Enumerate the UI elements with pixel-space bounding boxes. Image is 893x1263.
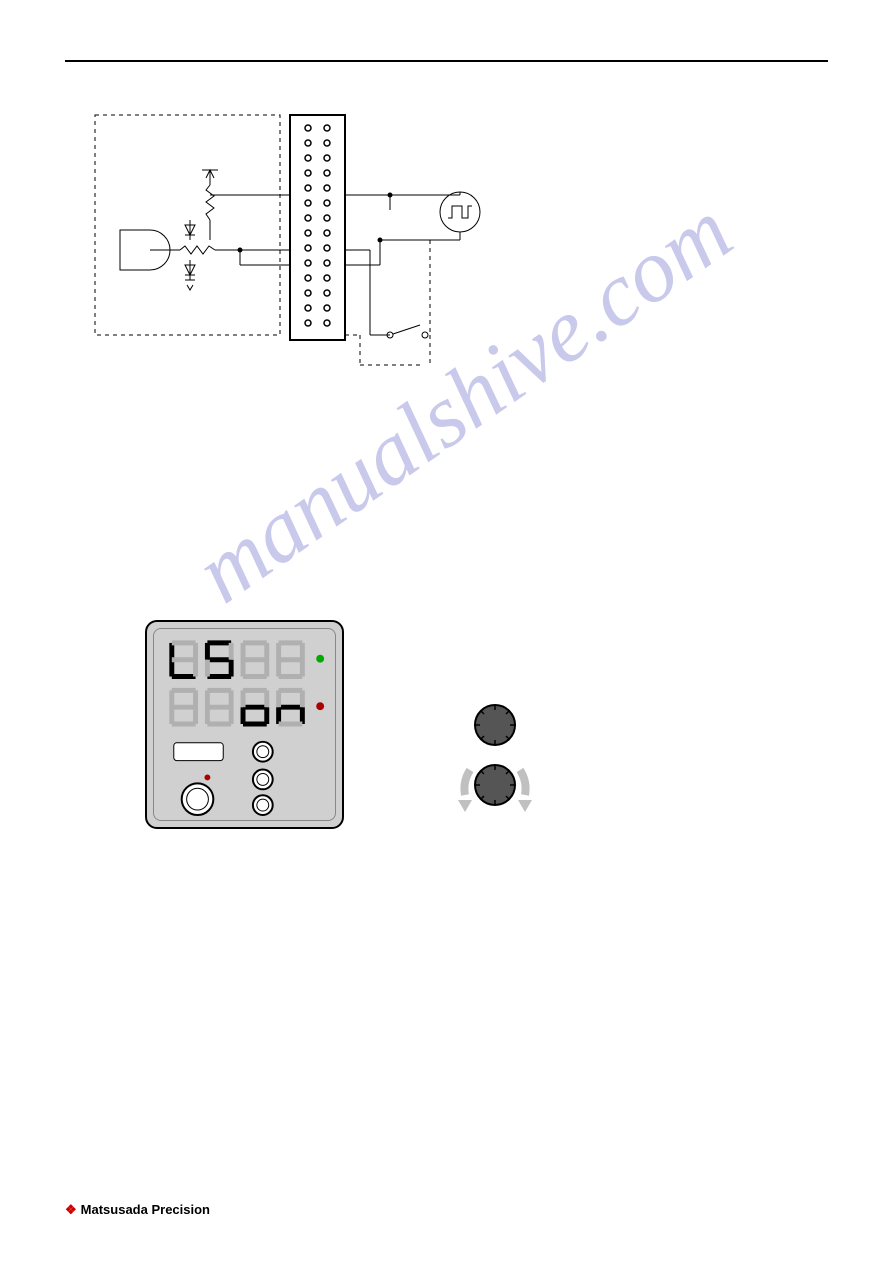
cv-led-icon [316, 655, 324, 663]
knob-bottom[interactable] [475, 765, 515, 805]
round-button-1[interactable] [253, 742, 273, 762]
round-button-3[interactable] [253, 795, 273, 815]
cc-led-icon [316, 702, 324, 710]
footer-brand: ❖Matsusada Precision [65, 1202, 210, 1218]
circuit-diagram [90, 110, 510, 380]
small-led-icon [204, 774, 210, 780]
instrument-panel [145, 620, 344, 829]
top-rule [65, 60, 828, 62]
brand-mark-icon: ❖ [65, 1202, 77, 1217]
knob-top[interactable] [475, 705, 515, 745]
lower-display [172, 690, 324, 724]
upper-display [166, 639, 324, 681]
round-button-2[interactable] [253, 770, 273, 790]
rect-button[interactable] [174, 743, 223, 761]
rotary-knobs [430, 700, 560, 830]
